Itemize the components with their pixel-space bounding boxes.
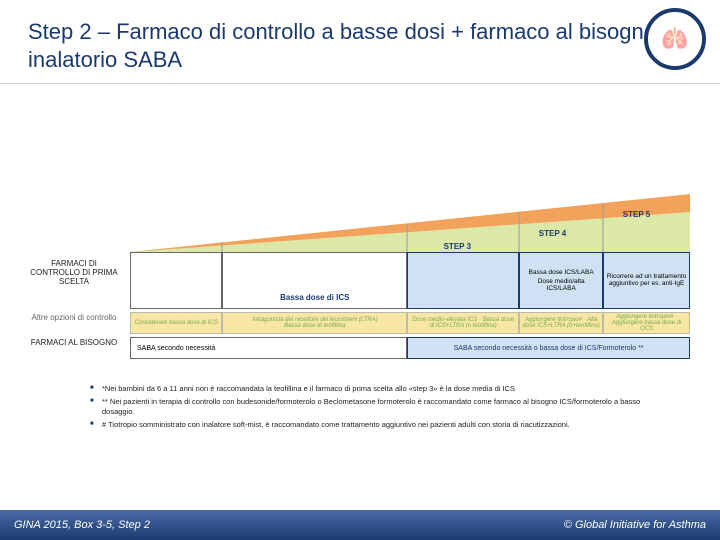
step5-label: STEP 5 [623, 210, 650, 219]
step3-label: STEP 3 [444, 242, 471, 251]
other-5: Aggiungere tiotropio# · Aggiungere bassa… [603, 312, 690, 334]
header: Step 2 – Farmaco di controllo a basse do… [0, 0, 720, 84]
step4-text-b: Dose medio/alta ICS/LABA [522, 278, 600, 292]
label-saba: FARMACI AL BISOGNO [30, 339, 118, 348]
note-1: *Nei bambini da 6 a 11 anni non è raccom… [90, 384, 650, 393]
step2-box: Bassa dose di ICS [222, 252, 407, 309]
step5-box: Ricorrere ad un trattamento aggiuntivo p… [603, 252, 690, 309]
label-other-options: Altre opzioni di controllo [30, 314, 118, 323]
step3-box [407, 252, 519, 309]
footer-right: © Global Initiative for Asthma [564, 519, 706, 531]
footer-left: GINA 2015, Box 3-5, Step 2 [14, 519, 150, 531]
other-4: Aggiungere tiotropio# · Alta dose ICS+LT… [519, 312, 603, 334]
saba-row: SABA secondo necessità SABA secondo nece… [130, 337, 690, 359]
other-3: Dose medio-elevata ICS · Bassa dose di I… [407, 312, 519, 334]
step-chart: FARMACI DI CONTROLLO DI PRIMA SCELTA Alt… [30, 194, 690, 364]
chart-body: STEP 1 STEP 2 STEP 3 STEP 4 STEP 5 Bassa… [130, 194, 690, 364]
note-3: # Tiotropio somministrato con inalatore … [90, 420, 650, 429]
other-2: Antagonista del recettore dei leucotrien… [222, 312, 407, 334]
step5-text: Ricorrere ad un trattamento aggiuntivo p… [606, 274, 687, 288]
saba-right: SABA secondo necessità o bassa dose di I… [407, 337, 690, 359]
saba-left: SABA secondo necessità [130, 337, 407, 359]
step4-label: STEP 4 [539, 229, 566, 238]
page-title: Step 2 – Farmaco di controllo a basse do… [28, 18, 692, 73]
footnotes: *Nei bambini da 6 a 11 anni non è raccom… [90, 384, 650, 430]
other-1: Considerare bassa dose di ICS [130, 312, 222, 334]
step4-text-a: Bassa dose ICS/LABA [529, 269, 594, 276]
footer: GINA 2015, Box 3-5, Step 2 © Global Init… [0, 510, 720, 540]
step2-text: Bassa dose di ICS [280, 293, 349, 302]
label-first-choice: FARMACI DI CONTROLLO DI PRIMA SCELTA [30, 260, 118, 286]
other-options-row: Considerare bassa dose di ICS Antagonist… [130, 312, 690, 334]
gina-logo: 🫁 [644, 8, 706, 70]
other-2b: Bassa dose di teofillina [284, 323, 345, 329]
step4-box: Bassa dose ICS/LABA Dose medio/alta ICS/… [519, 252, 603, 309]
note-2: ** Nei pazienti in terapia di controllo … [90, 397, 650, 416]
step1-box [130, 252, 222, 309]
